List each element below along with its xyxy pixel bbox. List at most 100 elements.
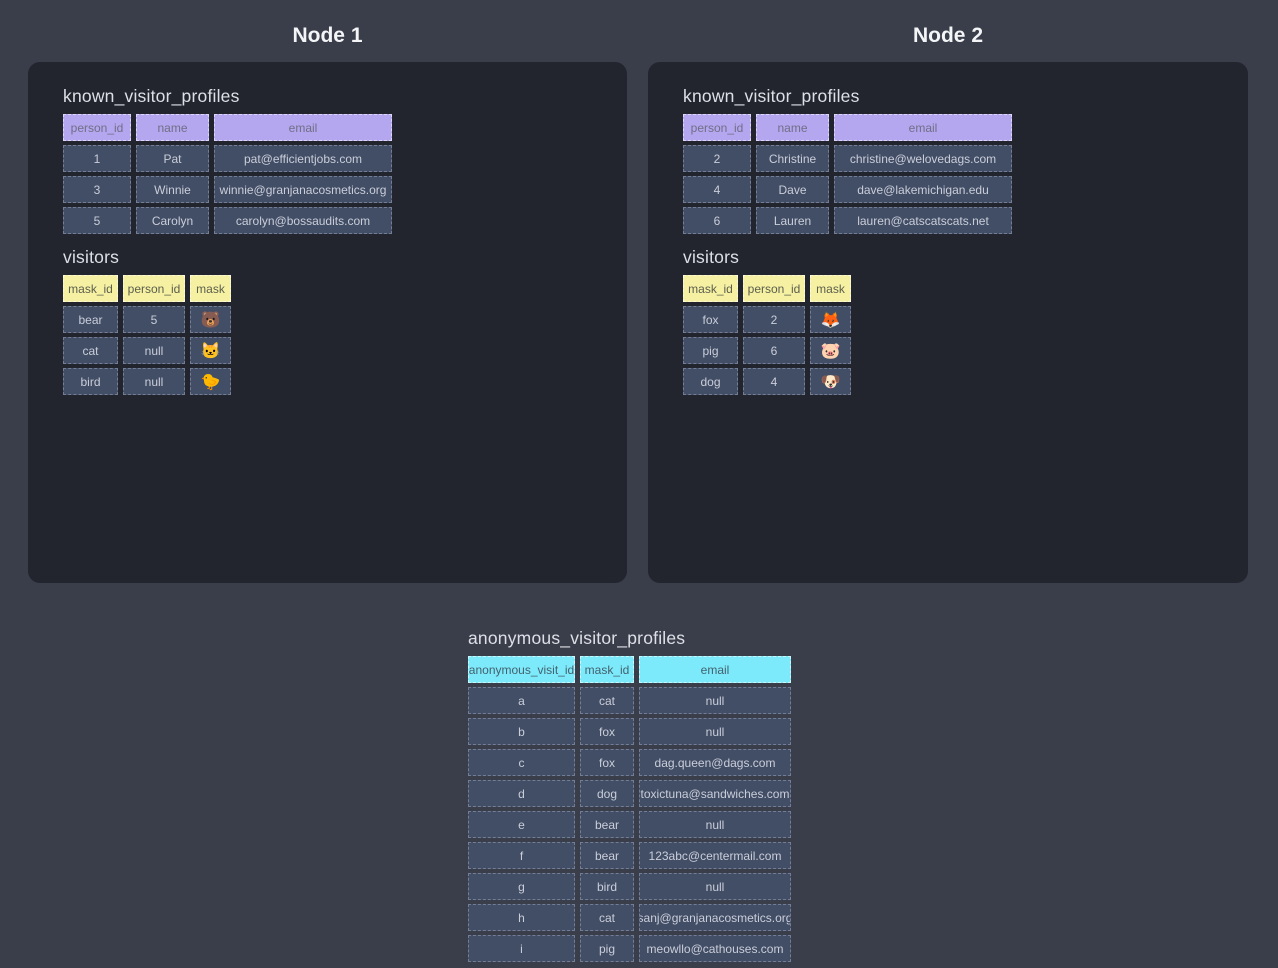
table-header-row: person_id name email [683,114,1213,141]
table-cell: bear [580,811,634,838]
node1-title: Node 1 [292,24,363,47]
table-cell: sanj@granjanacosmetics.org [639,904,791,931]
table-row: b fox null [468,718,1278,745]
table-cell: 🐱 [190,337,231,364]
table-cell: dog [683,368,738,395]
column-header: person_id [743,275,805,302]
table-cell: f [468,842,575,869]
column-header: mask_id [683,275,738,302]
table-row: i pig meowllo@cathouses.com [468,935,1278,962]
table-header-row: person_id name email [63,114,592,141]
table-cell: 1 [63,145,131,172]
table-cell: Dave [756,176,829,203]
node-titles-row: Node 1 Node 2 [0,0,1278,62]
table-cell: null [639,873,791,900]
table-cell: fox [683,306,738,333]
table-cell: 5 [63,207,131,234]
nodes-container: known_visitor_profiles person_id name emai… [0,62,1278,583]
column-header: mask [810,275,851,302]
table-row: g bird null [468,873,1278,900]
node1-panel: known_visitor_profiles person_id name emai… [28,62,627,583]
table-row: fox 2 🦊 [683,306,1213,333]
table-row: bird null 🐤 [63,368,592,395]
anonymous-visitor-profiles-title: anonymous_visitor_profiles [468,628,686,648]
table-row: h cat sanj@granjanacosmetics.org [468,904,1278,931]
table-cell: 🐶 [810,368,851,395]
table-cell: 2 [683,145,751,172]
table-cell: 3 [63,176,131,203]
node2-known-visitor-profiles-table: person_id name email 2 Christine christine@we… [683,114,1213,234]
table-cell: 🐻 [190,306,231,333]
table-row: c fox dag.queen@dags.com [468,749,1278,776]
table-cell: g [468,873,575,900]
column-header: person_id [63,114,131,141]
table-cell: 6 [743,337,805,364]
column-header: email [639,656,791,683]
column-header: email [214,114,392,141]
table-row: dog 4 🐶 [683,368,1213,395]
table-cell: null [639,811,791,838]
table-cell: 🐷 [810,337,851,364]
table-row: 3 Winnie winnie@granjanacosmetics.org [63,176,592,203]
table-cell: 🐤 [190,368,231,395]
column-header: mask_id [63,275,118,302]
table-row: a cat null [468,687,1278,714]
table-cell: 5 [123,306,185,333]
table-cell: Pat [136,145,209,172]
node1-visitors-table: mask_id person_id mask bear 5 🐻 cat null 🐱 bird nu… [63,275,592,395]
table-cell: dog [580,780,634,807]
table-cell: dag.queen@dags.com [639,749,791,776]
table-cell: 4 [683,176,751,203]
table-cell: bear [580,842,634,869]
table-row: e bear null [468,811,1278,838]
table-cell: h [468,904,575,931]
table-header-row: mask_id person_id mask [63,275,592,302]
node2-visitors-table: mask_id person_id mask fox 2 🦊 pig 6 🐷 dog 4 🐶 [683,275,1213,395]
table-row: 1 Pat pat@efficientjobs.com [63,145,592,172]
table-cell: toxictuna@sandwiches.com [639,780,791,807]
table-cell: fox [580,749,634,776]
table-cell: bird [63,368,118,395]
table-cell: meowllo@cathouses.com [639,935,791,962]
node1-known-visitor-profiles-title: known_visitor_profiles [63,86,240,106]
table-row: bear 5 🐻 [63,306,592,333]
table-row: cat null 🐱 [63,337,592,364]
table-cell: lauren@catscatscats.net [834,207,1012,234]
table-cell: 123abc@centermail.com [639,842,791,869]
anonymous-visitor-profiles-section: anonymous_visitor_profiles anonymous_vis… [468,628,1278,962]
table-cell: christine@welovedags.com [834,145,1012,172]
table-cell: pig [683,337,738,364]
table-cell: e [468,811,575,838]
table-cell: c [468,749,575,776]
node2-known-visitor-profiles-title: known_visitor_profiles [683,86,860,106]
column-header: person_id [123,275,185,302]
table-cell: fox [580,718,634,745]
table-cell: carolyn@bossaudits.com [214,207,392,234]
table-cell: cat [580,904,634,931]
table-cell: 4 [743,368,805,395]
table-cell: cat [580,687,634,714]
table-cell: null [639,718,791,745]
column-header: name [756,114,829,141]
table-cell: Winnie [136,176,209,203]
anonymous-visitor-profiles-table: anonymous_visit_id mask_id email a cat null b f… [468,656,1278,962]
table-cell: null [639,687,791,714]
table-header-row: anonymous_visit_id mask_id email [468,656,1278,683]
column-header: anonymous_visit_id [468,656,575,683]
node1-known-visitor-profiles-table: person_id name email 1 Pat pat@efficientjobs.… [63,114,592,234]
table-row: d dog toxictuna@sandwiches.com [468,780,1278,807]
table-cell: cat [63,337,118,364]
table-cell: null [123,337,185,364]
column-header: person_id [683,114,751,141]
table-cell: a [468,687,575,714]
table-cell: i [468,935,575,962]
table-cell: pig [580,935,634,962]
table-cell: d [468,780,575,807]
table-cell: winnie@granjanacosmetics.org [214,176,392,203]
table-row: 4 Dave dave@lakemichigan.edu [683,176,1213,203]
table-row: pig 6 🐷 [683,337,1213,364]
column-header: email [834,114,1012,141]
table-cell: Lauren [756,207,829,234]
column-header: name [136,114,209,141]
column-header: mask_id [580,656,634,683]
